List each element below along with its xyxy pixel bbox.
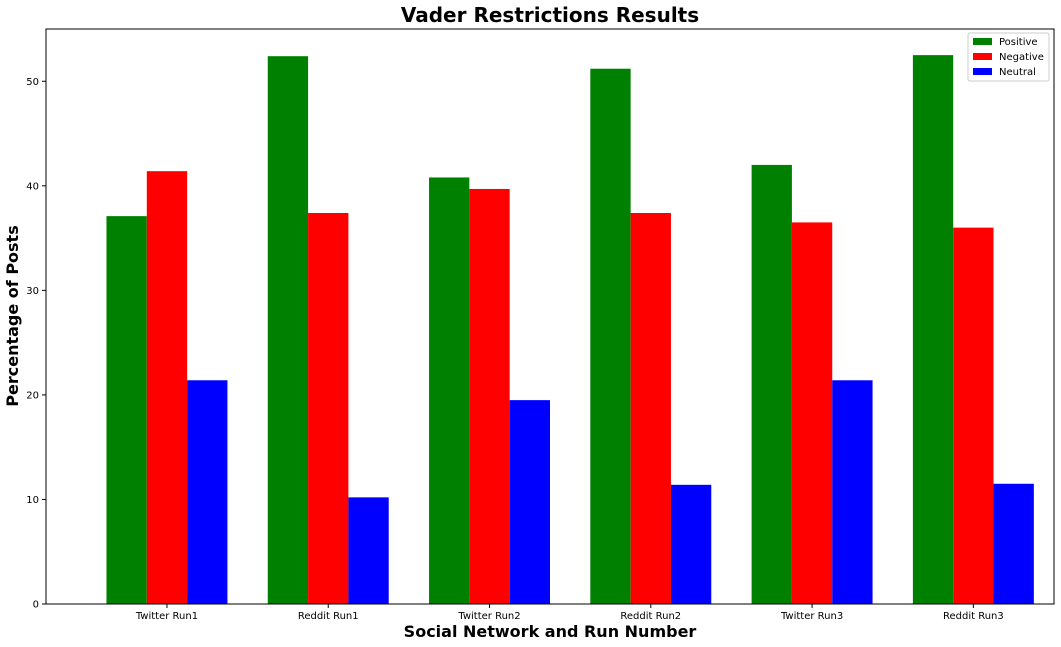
bar-neutral-reddit-run1 <box>348 497 389 604</box>
legend-swatch-positive <box>973 38 992 45</box>
bar-positive-twitter-run3 <box>751 164 792 604</box>
x-tick-label: Twitter Run3 <box>780 611 843 622</box>
legend-swatch-negative <box>973 53 992 60</box>
bar-negative-reddit-run2 <box>630 213 671 604</box>
legend-label-neutral: Neutral <box>999 67 1036 78</box>
x-tick-label: Reddit Run2 <box>620 611 681 622</box>
bar-positive-reddit-run2 <box>590 68 631 604</box>
y-tick-label: 10 <box>26 495 39 506</box>
y-axis-label: Percentage of Posts <box>3 225 22 406</box>
legend-label-positive: Positive <box>999 37 1038 48</box>
legend-swatch-neutral <box>973 68 992 75</box>
x-tick-label: Twitter Run2 <box>457 611 520 622</box>
bar-neutral-reddit-run3 <box>993 483 1034 604</box>
bar-neutral-twitter-run2 <box>509 400 550 604</box>
bar-negative-twitter-run2 <box>469 188 510 605</box>
bar-neutral-twitter-run3 <box>832 380 873 604</box>
y-tick-label: 50 <box>26 77 39 88</box>
y-tick-label: 40 <box>26 181 39 192</box>
plot-area <box>106 55 1034 605</box>
x-axis-ticks: Twitter Run1 Reddit Run1 Twitter Run2 Reddi… <box>135 604 1004 622</box>
y-tick-label: 20 <box>26 390 39 401</box>
y-tick-label: 30 <box>26 286 39 297</box>
x-tick-label: Reddit Run1 <box>298 611 359 622</box>
bar-negative-reddit-run1 <box>308 213 349 604</box>
axes-frame <box>45 28 1055 605</box>
x-tick-label: Twitter Run1 <box>135 611 198 622</box>
bar-neutral-twitter-run1 <box>187 380 228 604</box>
bar-negative-reddit-run3 <box>953 227 994 605</box>
x-axis-label: Social Network and Run Number <box>404 622 697 641</box>
bar-positive-reddit-run3 <box>912 55 954 605</box>
bar-positive-twitter-run2 <box>429 177 470 605</box>
y-axis-ticks: 0 10 20 30 40 50 <box>26 77 46 611</box>
x-tick-label: Reddit Run3 <box>943 611 1004 622</box>
legend: Positive Negative Neutral <box>967 32 1050 82</box>
legend-label-negative: Negative <box>999 52 1044 63</box>
y-tick-label: 0 <box>33 600 39 611</box>
bar-positive-reddit-run1 <box>267 56 309 604</box>
bar-neutral-reddit-run2 <box>670 484 712 604</box>
chart-title: Vader Restrictions Results <box>401 3 699 27</box>
bar-positive-twitter-run1 <box>106 216 147 605</box>
bar-negative-twitter-run3 <box>791 222 833 604</box>
bar-negative-twitter-run1 <box>146 171 188 604</box>
